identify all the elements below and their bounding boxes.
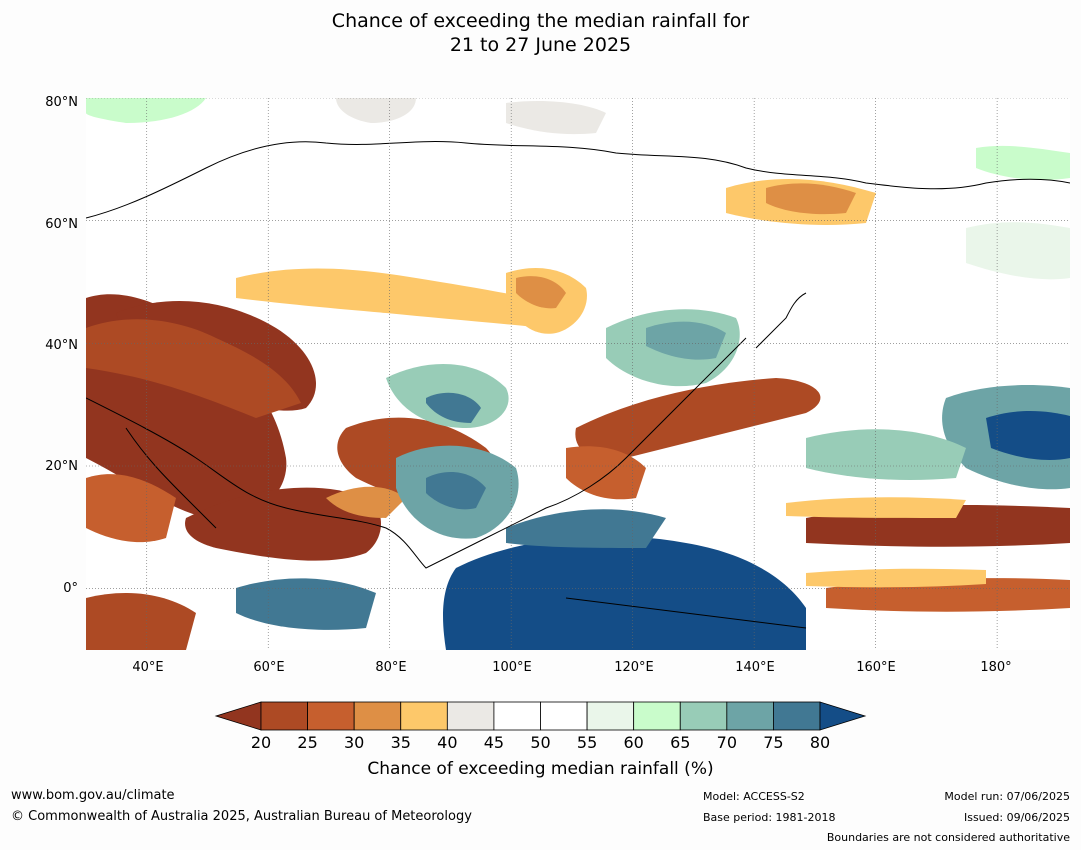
footer-url[interactable]: www.bom.gov.au/climate [11, 788, 175, 803]
lon-label: 80°E [375, 660, 407, 675]
rainfall-map-svg [86, 98, 1070, 650]
above-median-arctic [86, 98, 206, 123]
colorbar-tick-label: 70 [716, 733, 737, 752]
chart-title-line-1: Chance of exceeding the median rainfall … [331, 10, 750, 32]
lat-label: 20°N [45, 459, 78, 474]
wet-region-subtropical-pacific [806, 429, 966, 480]
near-median-nw [336, 98, 416, 123]
colorbar-tick-label: 45 [483, 733, 505, 752]
lon-label: 160°E [856, 660, 896, 675]
colorbar-tick-label: 50 [530, 733, 551, 752]
footer-model-run: Model run: 07/06/2025 [944, 790, 1070, 803]
above-median-ne-asia [966, 222, 1070, 280]
dry-region-south-china-sea [566, 446, 646, 500]
dry-region-east-africa [86, 593, 196, 650]
dry-region-north-africa [86, 474, 176, 543]
footer-issued: Issued: 09/06/2025 [963, 811, 1070, 824]
below-median-central-pacific [786, 497, 966, 518]
moderate-region-siberia [766, 183, 856, 215]
lon-label: 100°E [492, 660, 532, 675]
lat-label: 0° [63, 581, 78, 596]
colorbar-tick-label: 80 [809, 733, 831, 752]
below-median-central-asia [236, 268, 556, 328]
near-median-siberia [506, 101, 606, 135]
lat-label: 40°N [45, 338, 78, 353]
wet-region-west-pacific [506, 509, 666, 548]
colorbar-tick-label: 35 [390, 733, 411, 752]
colorbar-extend-low [214, 701, 262, 731]
coastline-japan [755, 292, 807, 349]
colorbar-segment [679, 701, 728, 731]
colorbar-segment [773, 701, 821, 731]
lon-label: 60°E [253, 660, 285, 675]
dry-region-arabian-sea [185, 487, 381, 561]
colorbar-tick-label: 75 [763, 733, 784, 752]
colorbar-label: Chance of exceeding median rainfall (%) [367, 759, 714, 779]
colorbar-extend-high [819, 701, 867, 731]
lon-label: 120°E [614, 660, 654, 675]
colorbar-tick-label: 65 [670, 733, 691, 752]
colorbar-segment [307, 701, 355, 731]
wet-region-bengal-core [426, 472, 486, 510]
lon-label: 40°E [132, 660, 164, 675]
dry-region-west-asia [86, 319, 301, 418]
footer-base-period: Base period: 1981-2018 [703, 811, 836, 824]
coastline-south-asia [86, 337, 747, 569]
lon-label: 180° [980, 660, 1012, 675]
wet-region-north-pacific-core [986, 411, 1070, 460]
dry-region-west-pacific [575, 378, 821, 460]
footer-model: Model: ACCESS-S2 [703, 790, 805, 803]
colorbar-segment [260, 701, 308, 731]
colorbar-segment [446, 701, 495, 731]
footer-disclaimer: Boundaries are not considered authoritat… [826, 831, 1070, 844]
colorbar-segment [353, 701, 402, 731]
colorbar-segment [493, 701, 541, 731]
colorbar-segments [214, 701, 867, 731]
footer-copyright: © Commonwealth of Australia 2025, Austra… [11, 809, 472, 824]
colorbar-segment [726, 701, 774, 731]
colorbar-tick-label: 40 [437, 733, 458, 752]
rainfall-probability-regions [86, 98, 1070, 650]
colorbar-tick-label: 55 [576, 733, 598, 752]
colorbar-tick-label: 20 [250, 733, 272, 752]
colorbar-segment [586, 701, 635, 731]
coastline-indonesia [565, 597, 807, 629]
lat-label: 80°N [45, 95, 78, 110]
colorbar-tick-label: 60 [623, 733, 644, 752]
colorbar-tick-label: 30 [343, 733, 365, 752]
above-median-east-siberia [976, 145, 1070, 180]
below-median-south-pacific [806, 568, 986, 588]
lon-label: 140°E [735, 660, 775, 675]
wet-region-korea [646, 321, 726, 360]
wet-region-maritime-continent [443, 536, 806, 650]
colorbar-tick-label: 25 [297, 733, 318, 752]
colorbar [214, 701, 867, 731]
chart-title-line-2: 21 to 27 June 2025 [449, 34, 632, 56]
moderate-region-india [326, 486, 406, 518]
moderate-region-mongolia [516, 276, 566, 309]
coastline-eurasia [86, 141, 1070, 219]
wet-region-tibet-core [426, 392, 481, 423]
map-gridlines [86, 98, 1070, 650]
coastline-arabia [125, 427, 217, 529]
coastlines [86, 141, 1070, 629]
colorbar-segment [540, 701, 588, 731]
colorbar-segment [400, 701, 448, 731]
wet-region-indian-ocean [236, 578, 376, 630]
rainfall-map [86, 98, 1070, 650]
colorbar-segment [633, 701, 681, 731]
lat-label: 60°N [45, 217, 78, 232]
